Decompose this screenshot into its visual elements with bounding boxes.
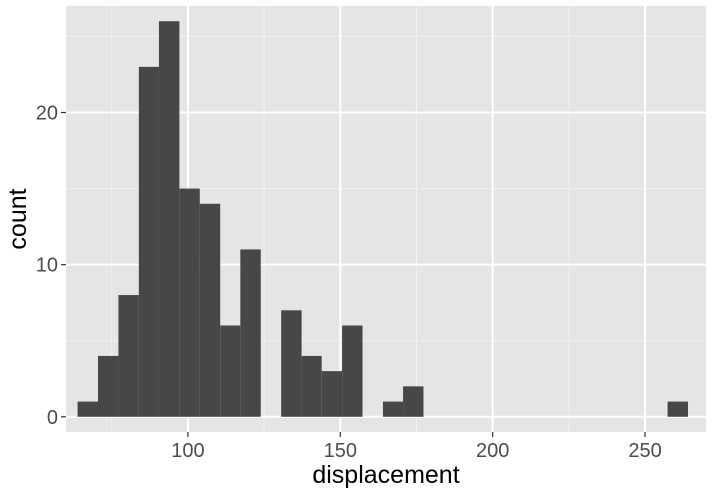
x-tick-label: 250 xyxy=(628,440,661,462)
x-tick-label: 100 xyxy=(171,440,204,462)
y-axis-title: count xyxy=(4,188,32,249)
x-tick-label: 150 xyxy=(324,440,357,462)
histogram-bar xyxy=(220,325,241,417)
histogram-bar xyxy=(118,295,139,417)
histogram-bar xyxy=(342,325,363,417)
histogram-bar xyxy=(667,401,689,417)
histogram-bar xyxy=(179,188,200,417)
histogram-bar xyxy=(77,401,98,417)
histogram-bar xyxy=(281,310,302,417)
major-gridlines xyxy=(66,6,706,432)
histogram-bars xyxy=(77,21,689,417)
histogram-bar xyxy=(240,249,261,417)
x-axis: 100 150 200 250 xyxy=(171,432,662,462)
y-tick-label: 20 xyxy=(36,103,58,125)
histogram-bar xyxy=(199,203,221,417)
y-axis: 0 10 20 xyxy=(36,103,66,429)
y-tick-label: 10 xyxy=(36,255,58,277)
y-tick-label: 0 xyxy=(47,407,58,429)
histogram-bar xyxy=(98,355,119,417)
x-axis-title: displacement xyxy=(312,461,459,489)
histogram-bar xyxy=(158,21,180,417)
histogram-bar xyxy=(321,371,343,417)
histogram-bar xyxy=(138,66,159,417)
minor-gridlines xyxy=(66,6,706,432)
x-tick-label: 200 xyxy=(476,440,509,462)
histogram-bar xyxy=(403,386,424,417)
histogram-bar xyxy=(382,401,404,417)
histogram-bar xyxy=(301,355,322,417)
